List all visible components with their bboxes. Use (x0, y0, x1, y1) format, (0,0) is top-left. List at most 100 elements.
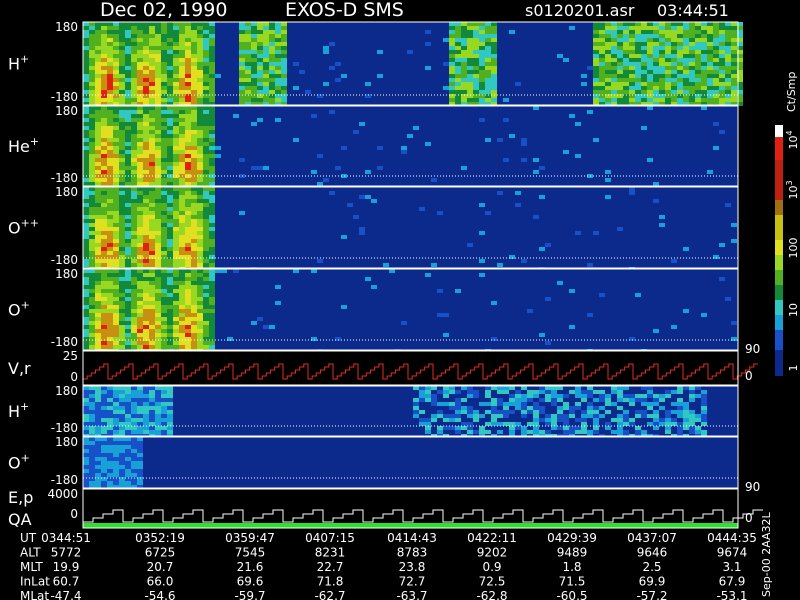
cell (83, 281, 89, 285)
cell (143, 231, 149, 235)
cell (203, 98, 209, 102)
cell (101, 207, 107, 211)
cell (467, 66, 473, 70)
cell (245, 62, 251, 66)
cell (479, 26, 485, 30)
cell (317, 259, 323, 263)
cell (209, 166, 215, 170)
cell (677, 422, 683, 426)
cell (659, 86, 665, 90)
cell (689, 410, 695, 414)
cell (515, 390, 521, 394)
cell: 9489 (557, 546, 588, 560)
cell (665, 38, 671, 42)
cell (593, 66, 599, 70)
cell (233, 114, 239, 118)
cell (689, 70, 695, 74)
cell (155, 34, 161, 38)
cell (455, 94, 461, 98)
cell (599, 390, 605, 394)
cell (683, 22, 689, 26)
cell (185, 114, 191, 118)
cell (167, 305, 173, 309)
cell (167, 390, 173, 394)
cell (173, 321, 179, 325)
cell (161, 182, 167, 186)
cell (149, 86, 155, 90)
cell (143, 301, 149, 305)
cell (677, 410, 683, 414)
cell (635, 94, 641, 98)
cell (203, 243, 209, 247)
cell (101, 223, 107, 227)
cell (161, 166, 167, 170)
cell (185, 22, 191, 26)
cell (143, 94, 149, 98)
cell (659, 82, 665, 86)
cell (725, 90, 731, 94)
cell (317, 154, 323, 158)
cell (587, 430, 593, 434)
cell (461, 386, 467, 390)
cell (113, 42, 119, 46)
cell (119, 82, 125, 86)
cell (731, 26, 737, 30)
cell (653, 46, 659, 50)
cell (191, 30, 197, 34)
cell (89, 195, 95, 199)
cell (179, 341, 185, 345)
cell (89, 187, 95, 191)
cell (509, 398, 515, 402)
cell (149, 166, 155, 170)
cell (83, 461, 89, 465)
cell (203, 78, 209, 82)
cell (137, 422, 143, 426)
cell (737, 62, 743, 66)
cell (89, 441, 95, 445)
cell (89, 66, 95, 70)
cell (137, 277, 143, 281)
cell (107, 134, 113, 138)
cell (209, 70, 215, 74)
panel-frame (82, 268, 739, 351)
cell (155, 22, 161, 26)
cell (167, 142, 173, 146)
cell (137, 191, 143, 195)
cell (725, 62, 731, 66)
cell (701, 42, 707, 46)
cell (125, 146, 131, 150)
cell (281, 50, 287, 54)
cell (251, 66, 257, 70)
cell (455, 430, 461, 434)
cell (275, 86, 281, 90)
cell (659, 54, 665, 58)
cell (107, 231, 113, 235)
cell (149, 255, 155, 259)
cell (275, 78, 281, 82)
cell (281, 102, 287, 106)
cell (95, 166, 101, 170)
cell (461, 70, 467, 74)
cell (113, 231, 119, 235)
cell (461, 398, 467, 402)
cell (149, 227, 155, 231)
cell (191, 170, 197, 174)
cell (149, 182, 155, 186)
cell (179, 58, 185, 62)
cell (629, 191, 635, 195)
cell (449, 98, 455, 102)
cell (263, 50, 269, 54)
cell (83, 305, 89, 309)
cell (125, 313, 131, 317)
cell (131, 82, 137, 86)
cell (533, 410, 539, 414)
cell (731, 58, 737, 62)
cell (155, 50, 161, 54)
cell (461, 86, 467, 90)
cell (89, 207, 95, 211)
cell (107, 58, 113, 62)
cell (113, 110, 119, 114)
cell (131, 269, 137, 273)
y-tick-label: -180 (51, 473, 78, 487)
cell (191, 50, 197, 54)
